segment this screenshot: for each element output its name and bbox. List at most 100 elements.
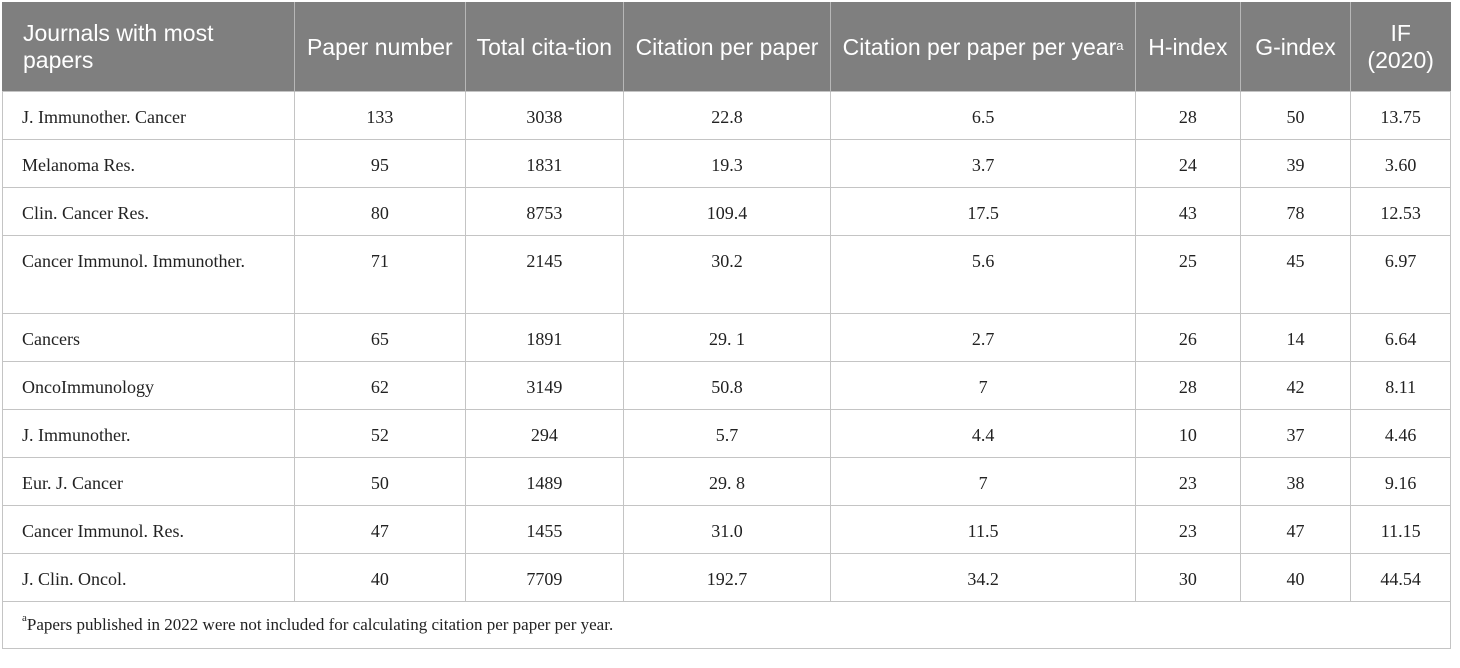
- value-cell: 7: [830, 361, 1137, 410]
- value-cell: 78: [1239, 187, 1352, 236]
- value-cell: 28: [1135, 361, 1241, 410]
- value-cell: 5.6: [830, 235, 1137, 314]
- column-header-total-citation: Total cita-tion: [464, 2, 624, 92]
- value-cell: 50: [1239, 91, 1352, 140]
- column-header-journal: Journals with most papers: [2, 2, 295, 92]
- value-cell: 37: [1239, 409, 1352, 458]
- table-row: J. Immunother. Cancer 133 3038 22.8 6.5 28 50 1…: [2, 91, 1451, 140]
- value-cell: 14: [1239, 313, 1352, 362]
- value-cell: 39: [1239, 139, 1352, 188]
- header-row: Journals with most papers Paper number Tot…: [2, 2, 1451, 92]
- value-cell: 62: [293, 361, 466, 410]
- value-cell: 44.54: [1350, 553, 1451, 602]
- value-cell: 28: [1135, 91, 1241, 140]
- column-header-g-index: G-index: [1239, 2, 1351, 92]
- value-cell: 5.7: [622, 409, 832, 458]
- value-cell: 6.97: [1350, 235, 1451, 314]
- value-cell: 42: [1239, 361, 1352, 410]
- footnote-text: Papers published in 2022 were not includ…: [26, 615, 614, 634]
- column-header-paper-number: Paper number: [293, 2, 466, 92]
- column-header-label: Citation per paper per year: [842, 33, 1117, 60]
- table-footer: aPapers published in 2022 were not inclu…: [2, 601, 1451, 649]
- value-cell: 7: [830, 457, 1137, 506]
- value-cell: 38: [1239, 457, 1352, 506]
- value-cell: 109.4: [622, 187, 832, 236]
- column-header-impact-factor: IF (2020): [1350, 2, 1451, 92]
- footnote-marker: a: [1116, 37, 1124, 53]
- journal-name-cell: J. Clin. Oncol.: [2, 553, 295, 602]
- column-header-label: G-index: [1255, 33, 1336, 60]
- value-cell: 3149: [464, 361, 624, 410]
- value-cell: 65: [293, 313, 466, 362]
- value-cell: 11.15: [1350, 505, 1451, 554]
- table-body: J. Immunother. Cancer 133 3038 22.8 6.5 28 50 1…: [2, 91, 1451, 602]
- value-cell: 13.75: [1350, 91, 1451, 140]
- value-cell: 2145: [464, 235, 624, 314]
- value-cell: 43: [1135, 187, 1241, 236]
- value-cell: 3.60: [1350, 139, 1451, 188]
- journal-name-cell: Melanoma Res.: [2, 139, 295, 188]
- value-cell: 25: [1135, 235, 1241, 314]
- value-cell: 30: [1135, 553, 1241, 602]
- value-cell: 17.5: [830, 187, 1137, 236]
- value-cell: 3038: [464, 91, 624, 140]
- value-cell: 8.11: [1350, 361, 1451, 410]
- table-row: Cancers 65 1891 29. 1 2.7 26 14 6.64: [2, 313, 1451, 362]
- value-cell: 6.5: [830, 91, 1137, 140]
- value-cell: 52: [293, 409, 466, 458]
- value-cell: 1891: [464, 313, 624, 362]
- value-cell: 31.0: [622, 505, 832, 554]
- journal-name-cell: J. Immunother.: [2, 409, 295, 458]
- value-cell: 4.46: [1350, 409, 1451, 458]
- value-cell: 1455: [464, 505, 624, 554]
- table-row: J. Clin. Oncol. 40 7709 192.7 34.2 30 40 44.54: [2, 553, 1451, 602]
- journal-citation-table: Journals with most papers Paper number Tot…: [2, 2, 1451, 649]
- value-cell: 6.64: [1350, 313, 1451, 362]
- value-cell: 19.3: [622, 139, 832, 188]
- value-cell: 192.7: [622, 553, 832, 602]
- column-header-label: IF (2020): [1367, 20, 1434, 73]
- journal-name-cell: J. Immunother. Cancer: [2, 91, 295, 140]
- table-row: Clin. Cancer Res. 80 8753 109.4 17.5 43 78 12.5…: [2, 187, 1451, 236]
- journal-name-cell: OncoImmunology: [2, 361, 295, 410]
- value-cell: 50.8: [622, 361, 832, 410]
- value-cell: 26: [1135, 313, 1241, 362]
- value-cell: 34.2: [830, 553, 1137, 602]
- journal-name-cell: Eur. J. Cancer: [2, 457, 295, 506]
- column-header-citation-per-paper-per-year: Citation per paper per yeara: [830, 2, 1136, 92]
- column-header-label: Citation per paper: [635, 33, 819, 60]
- value-cell: 30.2: [622, 235, 832, 314]
- table-row: J. Immunother. 52 294 5.7 4.4 10 37 4.46: [2, 409, 1451, 458]
- value-cell: 45: [1239, 235, 1352, 314]
- value-cell: 80: [293, 187, 466, 236]
- value-cell: 133: [293, 91, 466, 140]
- column-header-label: Journals with most papers: [23, 20, 214, 73]
- footnote-mark: a: [22, 612, 27, 624]
- table-row: OncoImmunology 62 3149 50.8 7 28 42 8.11: [2, 361, 1451, 410]
- value-cell: 2.7: [830, 313, 1137, 362]
- value-cell: 1831: [464, 139, 624, 188]
- journal-name-cell: Cancer Immunol. Immunother.: [2, 235, 295, 314]
- value-cell: 4.4: [830, 409, 1137, 458]
- journal-name-cell: Cancer Immunol. Res.: [2, 505, 295, 554]
- value-cell: 95: [293, 139, 466, 188]
- value-cell: 12.53: [1350, 187, 1451, 236]
- journal-table-container: Journals with most papers Paper number Tot…: [2, 2, 1451, 649]
- value-cell: 29. 8: [622, 457, 832, 506]
- table-row: Cancer Immunol. Res. 47 1455 31.0 11.5 23 47 11…: [2, 505, 1451, 554]
- column-header-h-index: H-index: [1135, 2, 1241, 92]
- value-cell: 10: [1135, 409, 1241, 458]
- value-cell: 24: [1135, 139, 1241, 188]
- table-row: Melanoma Res. 95 1831 19.3 3.7 24 39 3.60: [2, 139, 1451, 188]
- value-cell: 11.5: [830, 505, 1137, 554]
- value-cell: 23: [1135, 457, 1241, 506]
- journal-name-cell: Clin. Cancer Res.: [2, 187, 295, 236]
- column-header-citation-per-paper: Citation per paper: [622, 2, 831, 92]
- footnote: aPapers published in 2022 were not inclu…: [2, 601, 1451, 649]
- value-cell: 1489: [464, 457, 624, 506]
- column-header-label: Total cita-tion: [476, 33, 613, 60]
- value-cell: 40: [293, 553, 466, 602]
- value-cell: 22.8: [622, 91, 832, 140]
- table-header: Journals with most papers Paper number Tot…: [2, 2, 1451, 92]
- value-cell: 3.7: [830, 139, 1137, 188]
